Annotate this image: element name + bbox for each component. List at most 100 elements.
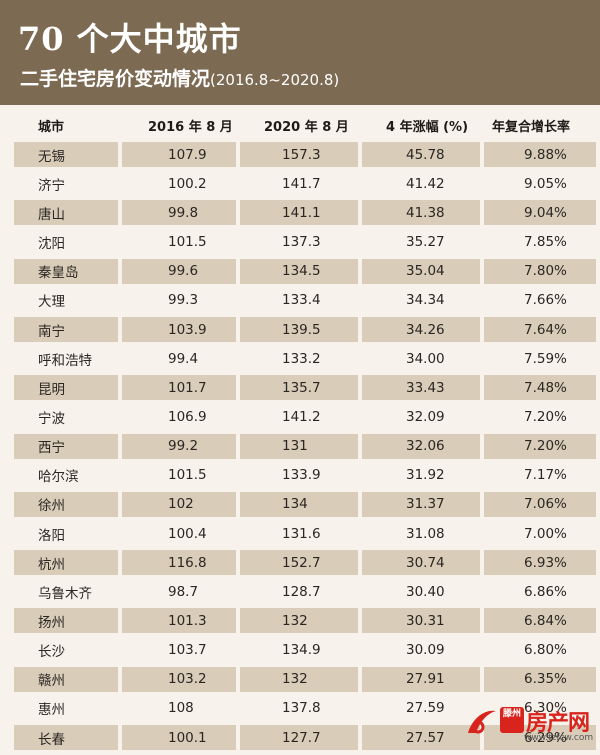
cell-city: 徐州 bbox=[14, 491, 118, 517]
cell-index-2016: 98.7 bbox=[168, 583, 199, 600]
column-header-growth: 4 年涨幅 (%) bbox=[386, 120, 469, 136]
price-table: 城市 2016 年 8 月 2020 年 8 月 4 年涨幅 (%) 年复合增长… bbox=[0, 111, 600, 752]
cell-growth-4yr: 32.09 bbox=[406, 408, 445, 425]
cell-city: 长沙 bbox=[38, 644, 65, 661]
cell-index-2016: 101.5 bbox=[168, 467, 207, 484]
cell-cagr: 7.80% bbox=[484, 258, 596, 284]
cell-growth-4yr: 27.91 bbox=[362, 666, 480, 692]
table-row: 惠州 108 137.8 27.59 6.30% bbox=[0, 694, 600, 723]
cell-cagr: 9.88% bbox=[484, 142, 596, 168]
cell-index-2020: 157.3 bbox=[240, 142, 358, 168]
table-row: 昆明 101.7 135.7 33.43 7.48% bbox=[0, 373, 600, 402]
cell-index-2016: 99.4 bbox=[168, 350, 199, 367]
cell-index-2020: 141.7 bbox=[282, 175, 321, 192]
cell-growth-4yr: 27.57 bbox=[362, 725, 480, 751]
cell-index-2020: 131.6 bbox=[282, 525, 321, 542]
cell-growth-4yr: 27.59 bbox=[406, 700, 445, 717]
table-row: 乌鲁木齐 98.7 128.7 30.40 6.86% bbox=[0, 577, 600, 606]
cell-growth-4yr: 45.78 bbox=[362, 142, 480, 168]
cell-city: 南宁 bbox=[14, 317, 118, 343]
cell-index-2020: 133.2 bbox=[282, 350, 321, 367]
cell-index-2016: 102 bbox=[122, 491, 236, 517]
cell-cagr: 6.30% bbox=[524, 700, 567, 717]
column-header-cagr: 年复合增长率 bbox=[492, 120, 571, 136]
table-row: 长春 100.1 127.7 27.57 6.29% bbox=[0, 723, 600, 752]
cell-city: 长春 bbox=[14, 725, 118, 751]
cell-growth-4yr: 31.08 bbox=[406, 525, 445, 542]
cell-growth-4yr: 30.74 bbox=[362, 550, 480, 576]
cell-cagr: 7.20% bbox=[524, 408, 567, 425]
cell-index-2020: 127.7 bbox=[240, 725, 358, 751]
cell-city: 唐山 bbox=[14, 200, 118, 226]
cell-city: 无锡 bbox=[14, 142, 118, 168]
watermark-brand: 房产网 bbox=[526, 711, 590, 736]
cell-growth-4yr: 31.92 bbox=[406, 467, 445, 484]
table-row: 哈尔滨 101.5 133.9 31.92 7.17% bbox=[0, 461, 600, 490]
cell-index-2016: 106.9 bbox=[168, 408, 207, 425]
cell-index-2020: 141.2 bbox=[282, 408, 321, 425]
cell-index-2020: 132 bbox=[240, 608, 358, 634]
table-row: 大理 99.3 133.4 34.34 7.66% bbox=[0, 286, 600, 315]
cell-growth-4yr: 41.38 bbox=[362, 200, 480, 226]
cell-cagr: 6.35% bbox=[484, 666, 596, 692]
subtitle-text: 二手住宅房价变动情况 bbox=[20, 68, 211, 90]
cell-index-2016: 100.4 bbox=[168, 525, 207, 542]
cell-city: 哈尔滨 bbox=[38, 469, 79, 486]
table-row: 长沙 103.7 134.9 30.09 6.80% bbox=[0, 636, 600, 665]
cell-city: 洛阳 bbox=[38, 527, 65, 544]
date-range: (2016.8~2020.8) bbox=[210, 71, 340, 89]
cell-index-2016: 101.7 bbox=[122, 375, 236, 401]
cell-index-2020: 137.8 bbox=[282, 700, 321, 717]
cell-city: 扬州 bbox=[14, 608, 118, 634]
column-header-2016: 2016 年 8 月 bbox=[148, 120, 233, 136]
cell-index-2016: 101.5 bbox=[168, 234, 207, 251]
table-row: 无锡 107.9 157.3 45.78 9.88% bbox=[0, 140, 600, 169]
watermark-url: www.tzfcw.com bbox=[524, 733, 594, 743]
cell-cagr: 7.59% bbox=[524, 350, 567, 367]
cell-cagr: 6.84% bbox=[484, 608, 596, 634]
table-row: 杭州 116.8 152.7 30.74 6.93% bbox=[0, 548, 600, 577]
cell-index-2020: 133.4 bbox=[282, 292, 321, 309]
cell-cagr: 9.05% bbox=[524, 175, 567, 192]
cell-index-2020: 131 bbox=[240, 433, 358, 459]
cell-index-2016: 99.3 bbox=[168, 292, 199, 309]
cell-growth-4yr: 35.27 bbox=[406, 234, 445, 251]
cell-index-2016: 100.1 bbox=[122, 725, 236, 751]
table-row: 唐山 99.8 141.1 41.38 9.04% bbox=[0, 198, 600, 227]
cell-index-2016: 116.8 bbox=[122, 550, 236, 576]
cell-growth-4yr: 30.31 bbox=[362, 608, 480, 634]
cell-cagr: 7.64% bbox=[484, 317, 596, 343]
cell-index-2016: 108 bbox=[168, 700, 194, 717]
cell-cagr: 6.86% bbox=[524, 583, 567, 600]
cell-index-2020: 128.7 bbox=[282, 583, 321, 600]
watermark-badge: 滕州 bbox=[500, 707, 524, 733]
logo-swoosh-icon bbox=[468, 710, 496, 734]
cell-index-2020: 135.7 bbox=[240, 375, 358, 401]
cell-city: 济宁 bbox=[38, 177, 65, 194]
cell-index-2020: 134.9 bbox=[282, 642, 321, 659]
cell-index-2016: 99.8 bbox=[122, 200, 236, 226]
cell-index-2016: 107.9 bbox=[122, 142, 236, 168]
cell-index-2020: 133.9 bbox=[282, 467, 321, 484]
cell-city: 秦皇岛 bbox=[14, 258, 118, 284]
cell-index-2016: 103.2 bbox=[122, 666, 236, 692]
cell-growth-4yr: 35.04 bbox=[362, 258, 480, 284]
cell-cagr: 9.04% bbox=[484, 200, 596, 226]
cell-cagr: 7.00% bbox=[524, 525, 567, 542]
column-header-city: 城市 bbox=[38, 120, 65, 136]
table-row: 沈阳 101.5 137.3 35.27 7.85% bbox=[0, 228, 600, 257]
cell-index-2020: 141.1 bbox=[240, 200, 358, 226]
cell-city: 杭州 bbox=[14, 550, 118, 576]
cell-cagr: 7.66% bbox=[524, 292, 567, 309]
cell-index-2020: 152.7 bbox=[240, 550, 358, 576]
cell-city: 西宁 bbox=[14, 433, 118, 459]
cell-cagr: 7.06% bbox=[484, 491, 596, 517]
table-row: 洛阳 100.4 131.6 31.08 7.00% bbox=[0, 519, 600, 548]
cell-cagr: 7.17% bbox=[524, 467, 567, 484]
cell-city: 呼和浩特 bbox=[38, 352, 92, 369]
cell-growth-4yr: 33.43 bbox=[362, 375, 480, 401]
cell-index-2016: 101.3 bbox=[122, 608, 236, 634]
cell-index-2020: 132 bbox=[240, 666, 358, 692]
cell-growth-4yr: 34.26 bbox=[362, 317, 480, 343]
header-banner: 70 个大中城市 二手住宅房价变动情况(2016.8~2020.8) bbox=[0, 0, 600, 105]
